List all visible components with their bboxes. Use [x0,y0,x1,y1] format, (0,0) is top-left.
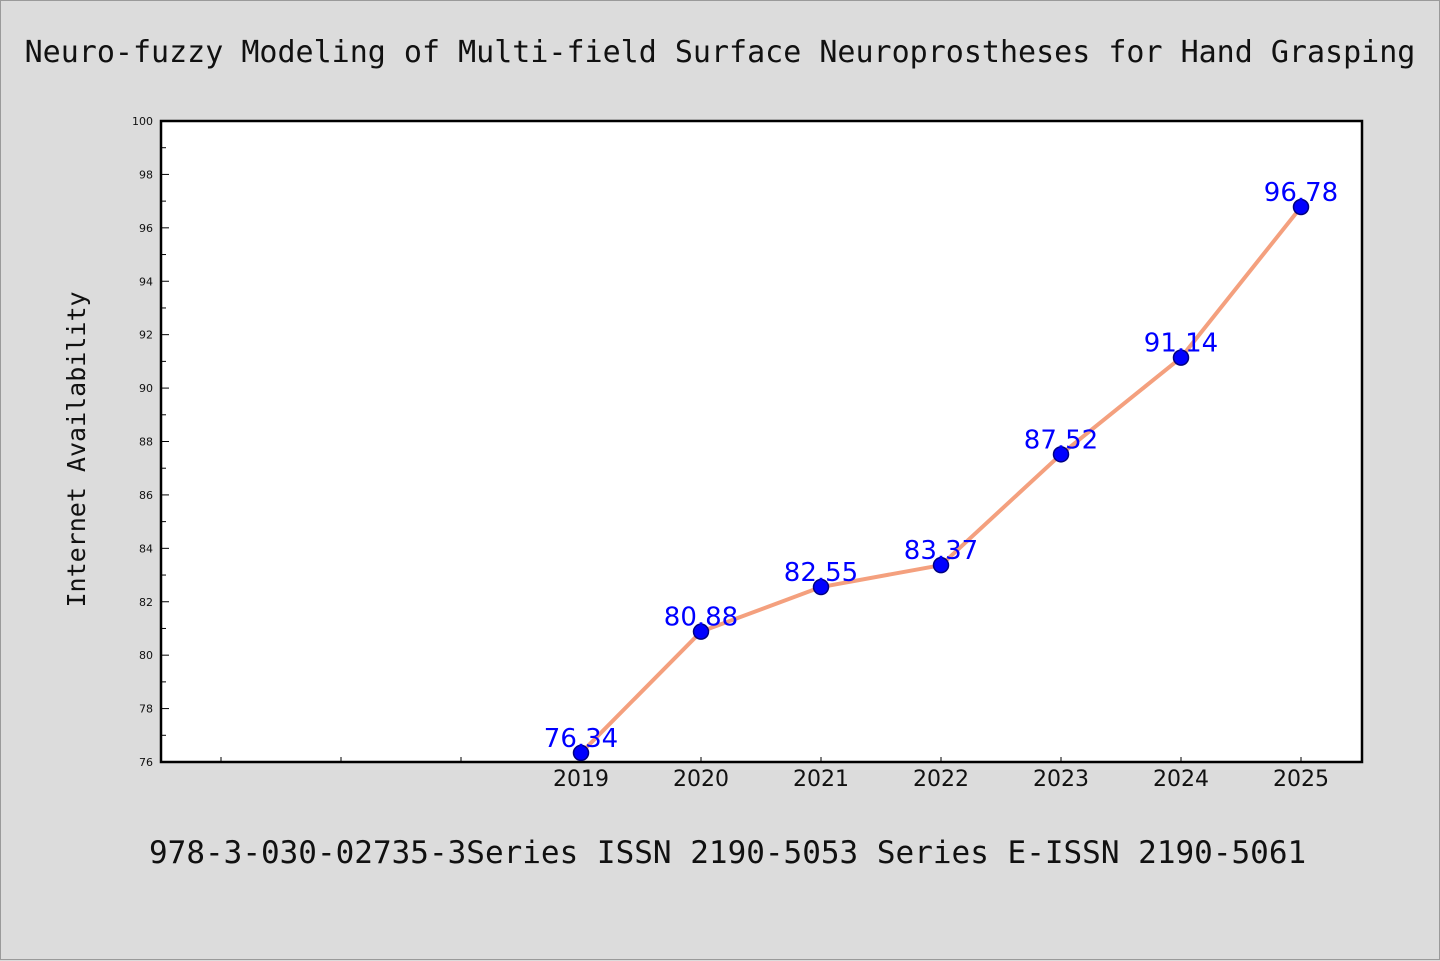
data-point [812,578,830,596]
y-tick-label: 78 [139,703,153,716]
x-tick-label: 2023 [1033,767,1089,792]
x-tick-label: 2025 [1273,767,1329,792]
data-point [932,556,950,574]
data-label: 82.55 [784,558,858,588]
isbn-footer: 978-3-030-02735-3Series ISSN 2190-5053 S… [149,835,1307,871]
x-tick-label: 2021 [793,767,849,792]
y-tick-label: 86 [139,489,153,502]
y-tick-label: 100 [132,115,153,128]
y-tick-label: 88 [139,436,153,449]
y-tick-label: 92 [139,329,153,342]
y-tick-label: 80 [139,649,153,662]
x-tick-label: 2024 [1153,767,1209,792]
data-label: 91.14 [1144,329,1218,359]
x-tick-label: 2020 [673,767,729,792]
plot-area [161,121,1362,762]
data-label: 87.52 [1024,425,1098,455]
data-point [1292,198,1310,216]
y-tick-label: 98 [139,168,153,181]
y-tick-label: 96 [139,222,153,235]
x-tick-label: 2019 [553,767,609,792]
y-tick-label: 84 [139,542,153,555]
data-label: 76.34 [544,724,618,754]
chart-title: Neuro-fuzzy Modeling of Multi-field Surf… [24,35,1416,70]
y-tick-label: 94 [139,275,153,288]
y-tick-label: 82 [139,596,153,609]
data-label: 96.78 [1264,178,1338,208]
y-tick-label: 90 [139,382,153,395]
data-point [572,744,590,762]
data-point [1052,446,1070,463]
y-tick-label: 76 [139,756,153,769]
y-axis-title: Internet Availability [62,291,91,607]
data-label: 83.37 [904,536,978,566]
data-label: 80.88 [664,603,738,633]
data-point [1172,349,1190,366]
x-tick-label: 2022 [913,767,969,792]
data-point [692,623,710,640]
